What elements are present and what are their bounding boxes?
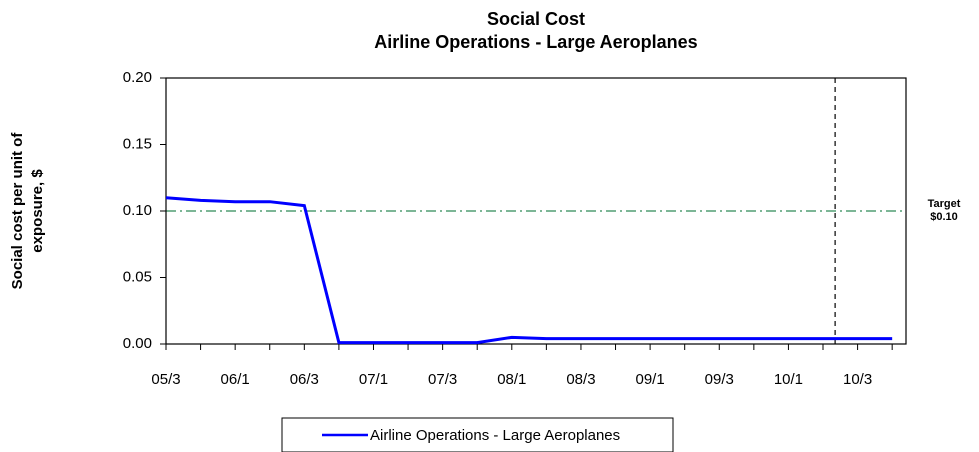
target-label: Target	[928, 198, 961, 210]
y-tick-label: 0.15	[123, 135, 152, 152]
y-axis-label: Social cost per unit of exposure, $	[9, 132, 46, 290]
x-tick-label: 07/1	[359, 371, 388, 388]
y-tick-label: 0.10	[123, 202, 152, 219]
y-axis-label-line: Social cost per unit of	[9, 132, 26, 290]
series-line	[165, 196, 893, 345]
target-label: $0.10	[930, 211, 958, 223]
y-tick-label: 0.05	[123, 268, 152, 285]
x-tick-label: 10/3	[843, 371, 872, 388]
x-tick-label: 08/1	[497, 371, 526, 388]
x-tick-label: 08/3	[566, 371, 595, 388]
x-tick-label: 06/3	[290, 371, 319, 388]
chart-title: Social Cost	[487, 9, 585, 29]
x-tick-label: 10/1	[774, 371, 803, 388]
y-tick-label: 0.00	[123, 335, 152, 352]
y-tick-label: 0.20	[123, 69, 152, 86]
x-tick-label: 09/3	[705, 371, 734, 388]
y-axis-label-line: exposure, $	[29, 169, 46, 253]
x-tick-label: 07/3	[428, 371, 457, 388]
chart-subtitle: Airline Operations - Large Aeroplanes	[374, 32, 697, 52]
legend-label: Airline Operations - Large Aeroplanes	[370, 427, 620, 444]
x-tick-label: 09/1	[636, 371, 665, 388]
x-tick-label: 06/1	[221, 371, 250, 388]
x-tick-label: 05/3	[151, 371, 180, 388]
